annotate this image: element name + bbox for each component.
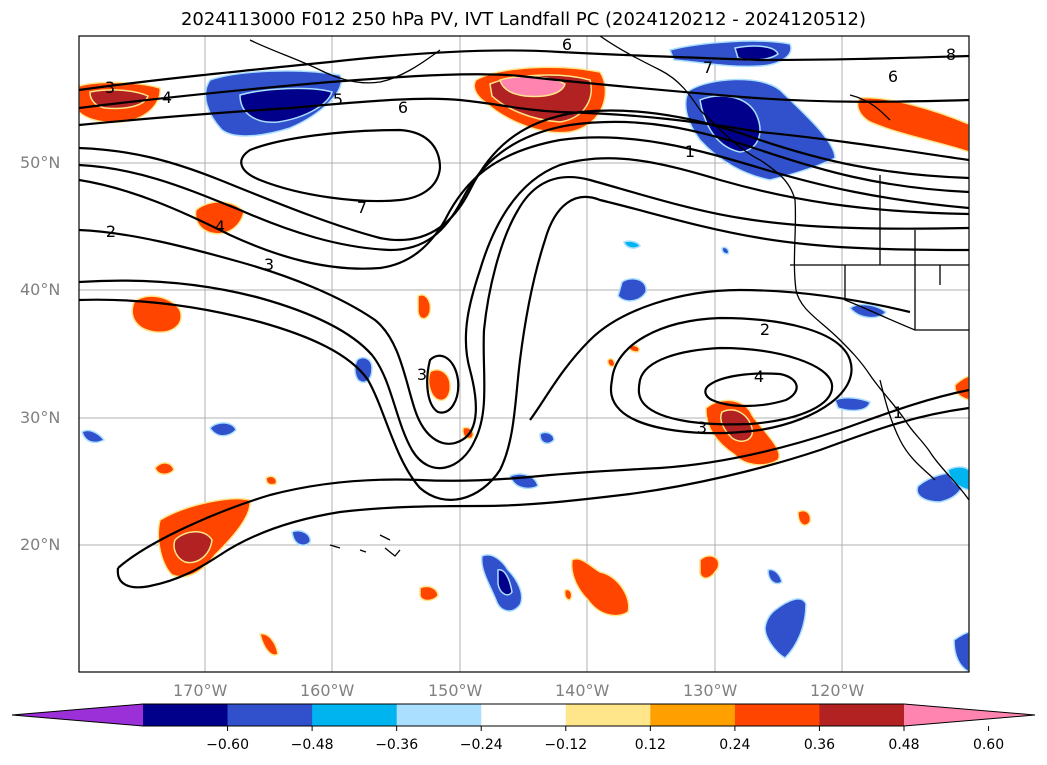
map-frame [78, 35, 970, 673]
lon-tick-label: 150°W [428, 681, 483, 700]
contour-label: 1 [893, 403, 903, 422]
colorbar-segment [396, 704, 482, 726]
colorbar-segment [227, 704, 313, 726]
contour-label: 3 [105, 78, 115, 97]
colorbar-tick-label: −0.12 [544, 737, 588, 753]
lon-tick-label: 120°W [810, 681, 865, 700]
contour-label: 3 [417, 365, 427, 384]
colorbar-tick-label: −0.48 [290, 737, 334, 753]
contour-label: 2 [106, 222, 116, 241]
contour-label: 3 [697, 418, 707, 437]
lon-tick-label: 130°W [683, 681, 738, 700]
contour-label: 5 [333, 90, 343, 109]
colorbar-segment [312, 704, 398, 726]
lat-tick-label: 30°N [20, 408, 61, 427]
lon-tick-label: 170°W [173, 681, 228, 700]
pv-negative-shading [81, 40, 969, 672]
colorbar-outline [11, 703, 1036, 727]
contour-label: 4 [215, 217, 225, 236]
colorbar-tick-label: −0.60 [206, 737, 249, 753]
contour-label: 6 [562, 35, 572, 54]
contour-label: 4 [754, 367, 764, 386]
colorbar-segment [481, 704, 567, 726]
map-plot-area: 3 4 5 6 7 2 3 4 6 7 8 1 2 3 4 1 6 3 [78, 35, 970, 673]
contour-label: 1 [685, 142, 695, 161]
colorbar-segment [565, 704, 651, 726]
contour-label: 8 [946, 45, 956, 64]
colorbar-tick-label: −0.36 [375, 737, 419, 753]
lon-tick-label: 160°W [300, 681, 355, 700]
contour-label: 4 [162, 88, 172, 107]
lat-tick-label: 50°N [20, 153, 61, 172]
colorbar-tick-label: 0.36 [803, 737, 836, 753]
ivt-contours [79, 49, 969, 589]
map-title: 2024113000 F012 250 hPa PV, IVT Landfall… [180, 9, 867, 30]
colorbar-extend-low [12, 704, 143, 726]
colorbar-tick-label: −0.24 [459, 737, 503, 753]
lon-tick-label: 140°W [555, 681, 610, 700]
colorbar-tick-label: 0.60 [972, 737, 1005, 753]
lat-tick-label: 40°N [20, 280, 61, 299]
colorbar-segment [819, 704, 905, 726]
colorbar-tick-label: 0.24 [719, 737, 751, 753]
colorbar-tick-label: 0.48 [888, 737, 920, 753]
contour-label: 7 [357, 198, 367, 217]
colorbar-segment [143, 704, 229, 726]
contour-label: 2 [760, 320, 770, 339]
coastlines [249, 36, 969, 557]
lat-tick-label: 20°N [20, 535, 61, 554]
colorbar-segment [734, 704, 820, 726]
contour-label: 7 [703, 58, 713, 77]
colorbar-segment [650, 704, 736, 726]
colorbar-tick-label: 0.12 [634, 737, 666, 753]
colorbar [11, 703, 1036, 731]
contour-label: 6 [888, 67, 898, 86]
contour-labels: 3 4 5 6 7 2 3 4 6 7 8 1 2 3 4 1 6 3 [105, 35, 956, 437]
contour-label: 3 [264, 255, 274, 274]
map-background [79, 36, 969, 672]
colorbar-extend-high [904, 704, 1035, 726]
contour-label: 6 [398, 98, 408, 117]
